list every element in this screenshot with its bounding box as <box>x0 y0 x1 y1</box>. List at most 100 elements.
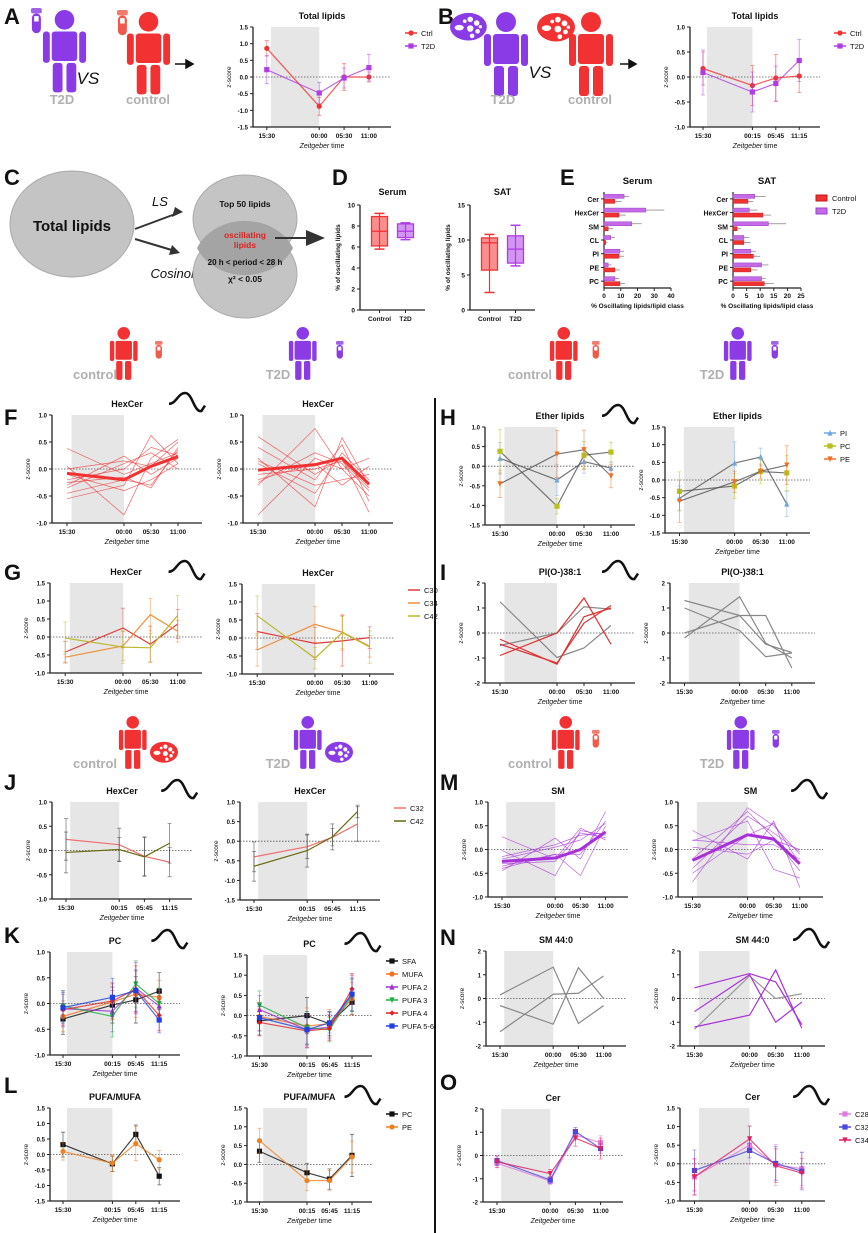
y-axis-label: z-score <box>220 994 227 1016</box>
legend-label: C42 <box>410 817 424 826</box>
flow-arrow <box>134 238 176 252</box>
y-tick-label: 0 <box>475 1154 479 1160</box>
person-head <box>559 716 573 729</box>
data-point <box>842 1137 848 1144</box>
x-tick-label: 05:30 <box>143 529 160 536</box>
chart-title: Ether lipids <box>713 411 762 421</box>
data-point <box>389 983 395 990</box>
x-tick-label: 11:00 <box>362 680 379 687</box>
tube-cap <box>771 341 779 345</box>
panel-label-e: E <box>560 165 575 190</box>
bar <box>732 240 745 245</box>
y-tick-label: 1.0 <box>230 414 239 420</box>
series-line <box>62 993 160 1017</box>
individual-lipid-line <box>66 447 179 489</box>
y-tick-label: 0 <box>477 632 481 638</box>
x-tick-label: 25 <box>797 293 805 300</box>
vs-label: VS <box>77 69 100 88</box>
bar <box>732 199 749 204</box>
tissue-cell <box>334 746 338 750</box>
y-axis-label: z-score <box>638 469 645 491</box>
person-leg <box>304 361 311 380</box>
chart-title: SM <box>551 786 565 796</box>
y-tick-label: 0.0 <box>39 468 48 474</box>
tissue-cell <box>343 747 348 752</box>
y-tick-label: 1.0 <box>37 951 46 957</box>
x-tick-label: 15:30 <box>249 680 266 687</box>
x-axis-label-rest: time <box>325 539 340 546</box>
chart-title: HexCer <box>302 399 334 409</box>
bar <box>603 267 616 273</box>
x-axis-label: Zeitgeber time <box>92 1217 138 1224</box>
x-tick-label: 11:00 <box>170 529 187 536</box>
legend-label: C30 <box>424 586 438 595</box>
person-torso <box>729 340 746 360</box>
person-leg <box>300 750 307 769</box>
data-point <box>408 43 414 49</box>
tissue-cell <box>165 757 169 761</box>
y-tick-label: -0.5 <box>232 1034 243 1040</box>
x-axis-label: Zeitgeber time <box>286 1072 332 1079</box>
series-line <box>259 1150 353 1180</box>
y-tick-label: -1.0 <box>663 896 674 902</box>
x-tick-label: 05:45 <box>321 1062 338 1069</box>
chart-title: Total lipids <box>299 11 346 21</box>
data-point <box>837 30 843 36</box>
y-tick-label: -1.0 <box>228 522 239 528</box>
x-tick-label: 11:00 <box>603 689 620 696</box>
x-axis-label-italic: Zeitgeber <box>295 690 326 697</box>
tissue-cell <box>555 16 561 23</box>
y-axis-label: z-score <box>458 622 465 644</box>
x-axis-label: % Oscillating lipids/lipid class <box>591 303 684 310</box>
y-tick-label: 0.5 <box>234 1144 243 1150</box>
bar <box>603 262 609 268</box>
oscillation-wave-icon <box>790 778 829 800</box>
chart-g2: -1.0 -0.5 0.0 0.5 1.0 1.5 15:30 00:00 05:30 11:00… <box>215 568 438 697</box>
arrow-icon <box>620 58 638 70</box>
tissue-cell <box>467 25 474 32</box>
y-tick-label: 0.5 <box>227 820 236 826</box>
individual-lipid-line <box>501 832 606 857</box>
x-tick-label: 00:00 <box>549 531 566 538</box>
y-tick-label: 1.0 <box>37 1122 46 1128</box>
axis-line <box>732 192 801 289</box>
x-axis-label-italic: Zeitgeber <box>727 913 758 920</box>
chart-j1: -1.0 -0.5 0.0 0.5 1.0 15:30 00:15 05:45 11:15 Zei… <box>25 786 192 922</box>
series-line <box>65 613 178 658</box>
y-tick-label: 0.5 <box>472 445 481 451</box>
legend-label: T2D <box>421 42 436 51</box>
y-tick-label: -0.5 <box>238 92 249 98</box>
y-axis-label: z-score <box>653 1143 660 1165</box>
t2d-person-icon <box>288 327 317 380</box>
lipid-line <box>684 599 793 669</box>
individual-lipid-line <box>692 807 801 883</box>
data-point <box>366 65 372 71</box>
y-axis-label: z-score <box>215 618 222 640</box>
y-tick-label: 0.0 <box>652 479 661 485</box>
person-leg <box>739 361 746 380</box>
oscillation-wave-icon <box>792 927 831 949</box>
panel-label-a: A <box>4 4 20 29</box>
x-tick-label: 11:00 <box>595 1052 612 1059</box>
series-line <box>702 60 800 93</box>
y-tick-label: 1.5 <box>234 954 243 960</box>
x-tick-label: 15:30 <box>59 529 76 536</box>
category-label: HexCer <box>574 211 599 218</box>
y-tick-label: -0.5 <box>470 484 481 490</box>
y-tick-label: 0.0 <box>37 636 46 642</box>
series-line <box>679 456 788 505</box>
y-tick-label: 2 <box>478 950 482 956</box>
series-line <box>694 1149 802 1172</box>
x-axis-label-italic: Zeitgeber <box>530 1218 561 1225</box>
x-axis-label-rest: time <box>745 549 760 556</box>
x-axis-label-italic: Zeitgeber <box>92 1217 123 1224</box>
bar <box>732 262 762 268</box>
y-tick-label: 0.5 <box>37 618 46 624</box>
panel-label-i: I <box>440 560 447 585</box>
person-arm <box>575 729 580 751</box>
person-leg <box>309 750 316 769</box>
data-point <box>304 1177 310 1184</box>
y-tick-label: 10 <box>348 203 356 210</box>
chart-title: HexCer <box>110 567 142 577</box>
person-leg <box>508 66 518 96</box>
